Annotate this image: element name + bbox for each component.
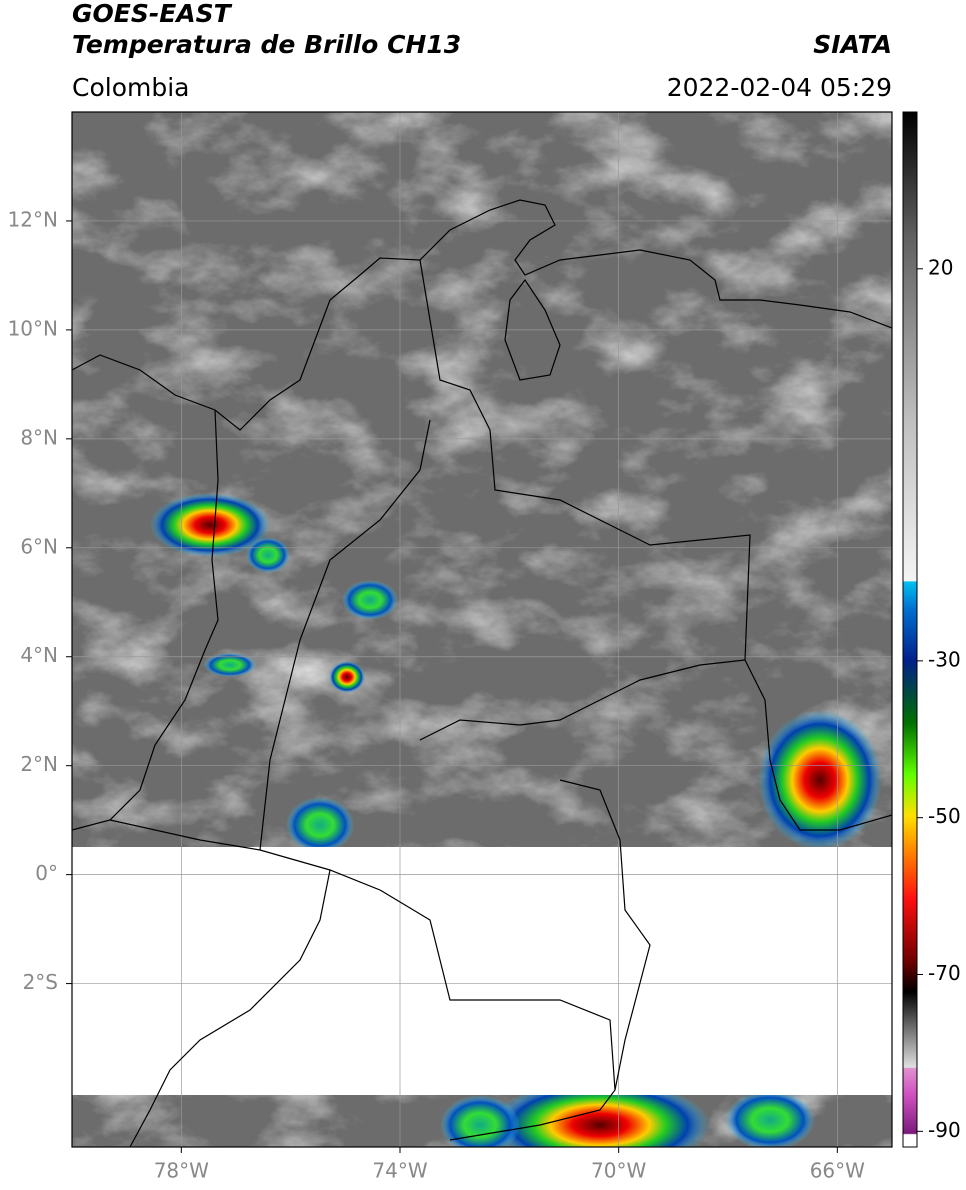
colorbar <box>902 111 918 1148</box>
border <box>259 419 431 851</box>
convective-cell <box>329 661 365 693</box>
y-tick-label: 0° <box>35 861 58 885</box>
border <box>419 659 746 741</box>
satellite-title: GOES-EAST <box>72 0 233 28</box>
convective-cell <box>246 537 290 573</box>
colorbar-tick-label: -50 <box>928 804 961 828</box>
convective-cell <box>342 580 398 620</box>
convective-cell <box>286 797 354 853</box>
map-frame <box>71 111 893 1148</box>
convective-cell <box>440 1095 520 1147</box>
y-tick-label: 4°N <box>20 643 58 667</box>
coastline <box>504 278 561 381</box>
x-tick-label: 70°W <box>591 1159 646 1183</box>
region-label: Colombia <box>72 73 189 102</box>
y-tick-label: 2°N <box>20 752 58 776</box>
convective-cell <box>204 653 256 677</box>
product-title: Temperatura de Brillo CH13 <box>72 30 461 59</box>
map-area <box>72 112 892 1147</box>
convective-cell <box>758 710 882 850</box>
no-data-band <box>72 847 892 1095</box>
datetime-label: 2022-02-04 05:29 <box>667 73 892 102</box>
border <box>419 259 892 831</box>
convective-cell <box>150 493 270 557</box>
colorbar-tick-label: -30 <box>928 647 961 671</box>
colorbar-tick-label: -90 <box>928 1118 961 1142</box>
convective-cell <box>725 1090 815 1147</box>
coastline <box>129 869 331 1147</box>
y-tick-label: 10°N <box>8 316 58 340</box>
colorbar-tick-label: -70 <box>928 961 961 985</box>
y-tick-label: 2°S <box>23 970 58 994</box>
y-tick-label: 6°N <box>20 534 58 558</box>
grid <box>72 112 892 1147</box>
y-tick-label: 12°N <box>8 207 58 231</box>
x-tick-label: 66°W <box>810 1159 865 1183</box>
axis-ticks: 78°W 74°W 70°W 66°W 12°N 10°N 8°N 6°N 4°N 2°N 0° 2°… <box>8 207 961 1182</box>
border <box>559 779 651 1091</box>
y-tick-label: 8°N <box>20 425 58 449</box>
source-label: SIATA <box>813 30 892 59</box>
colorbar-tick-label: 20 <box>928 255 953 279</box>
coastline <box>72 199 892 431</box>
x-tick-label: 78°W <box>154 1159 209 1183</box>
x-tick-label: 74°W <box>372 1159 427 1183</box>
convective-cell <box>490 1080 710 1147</box>
coastline <box>72 409 219 831</box>
